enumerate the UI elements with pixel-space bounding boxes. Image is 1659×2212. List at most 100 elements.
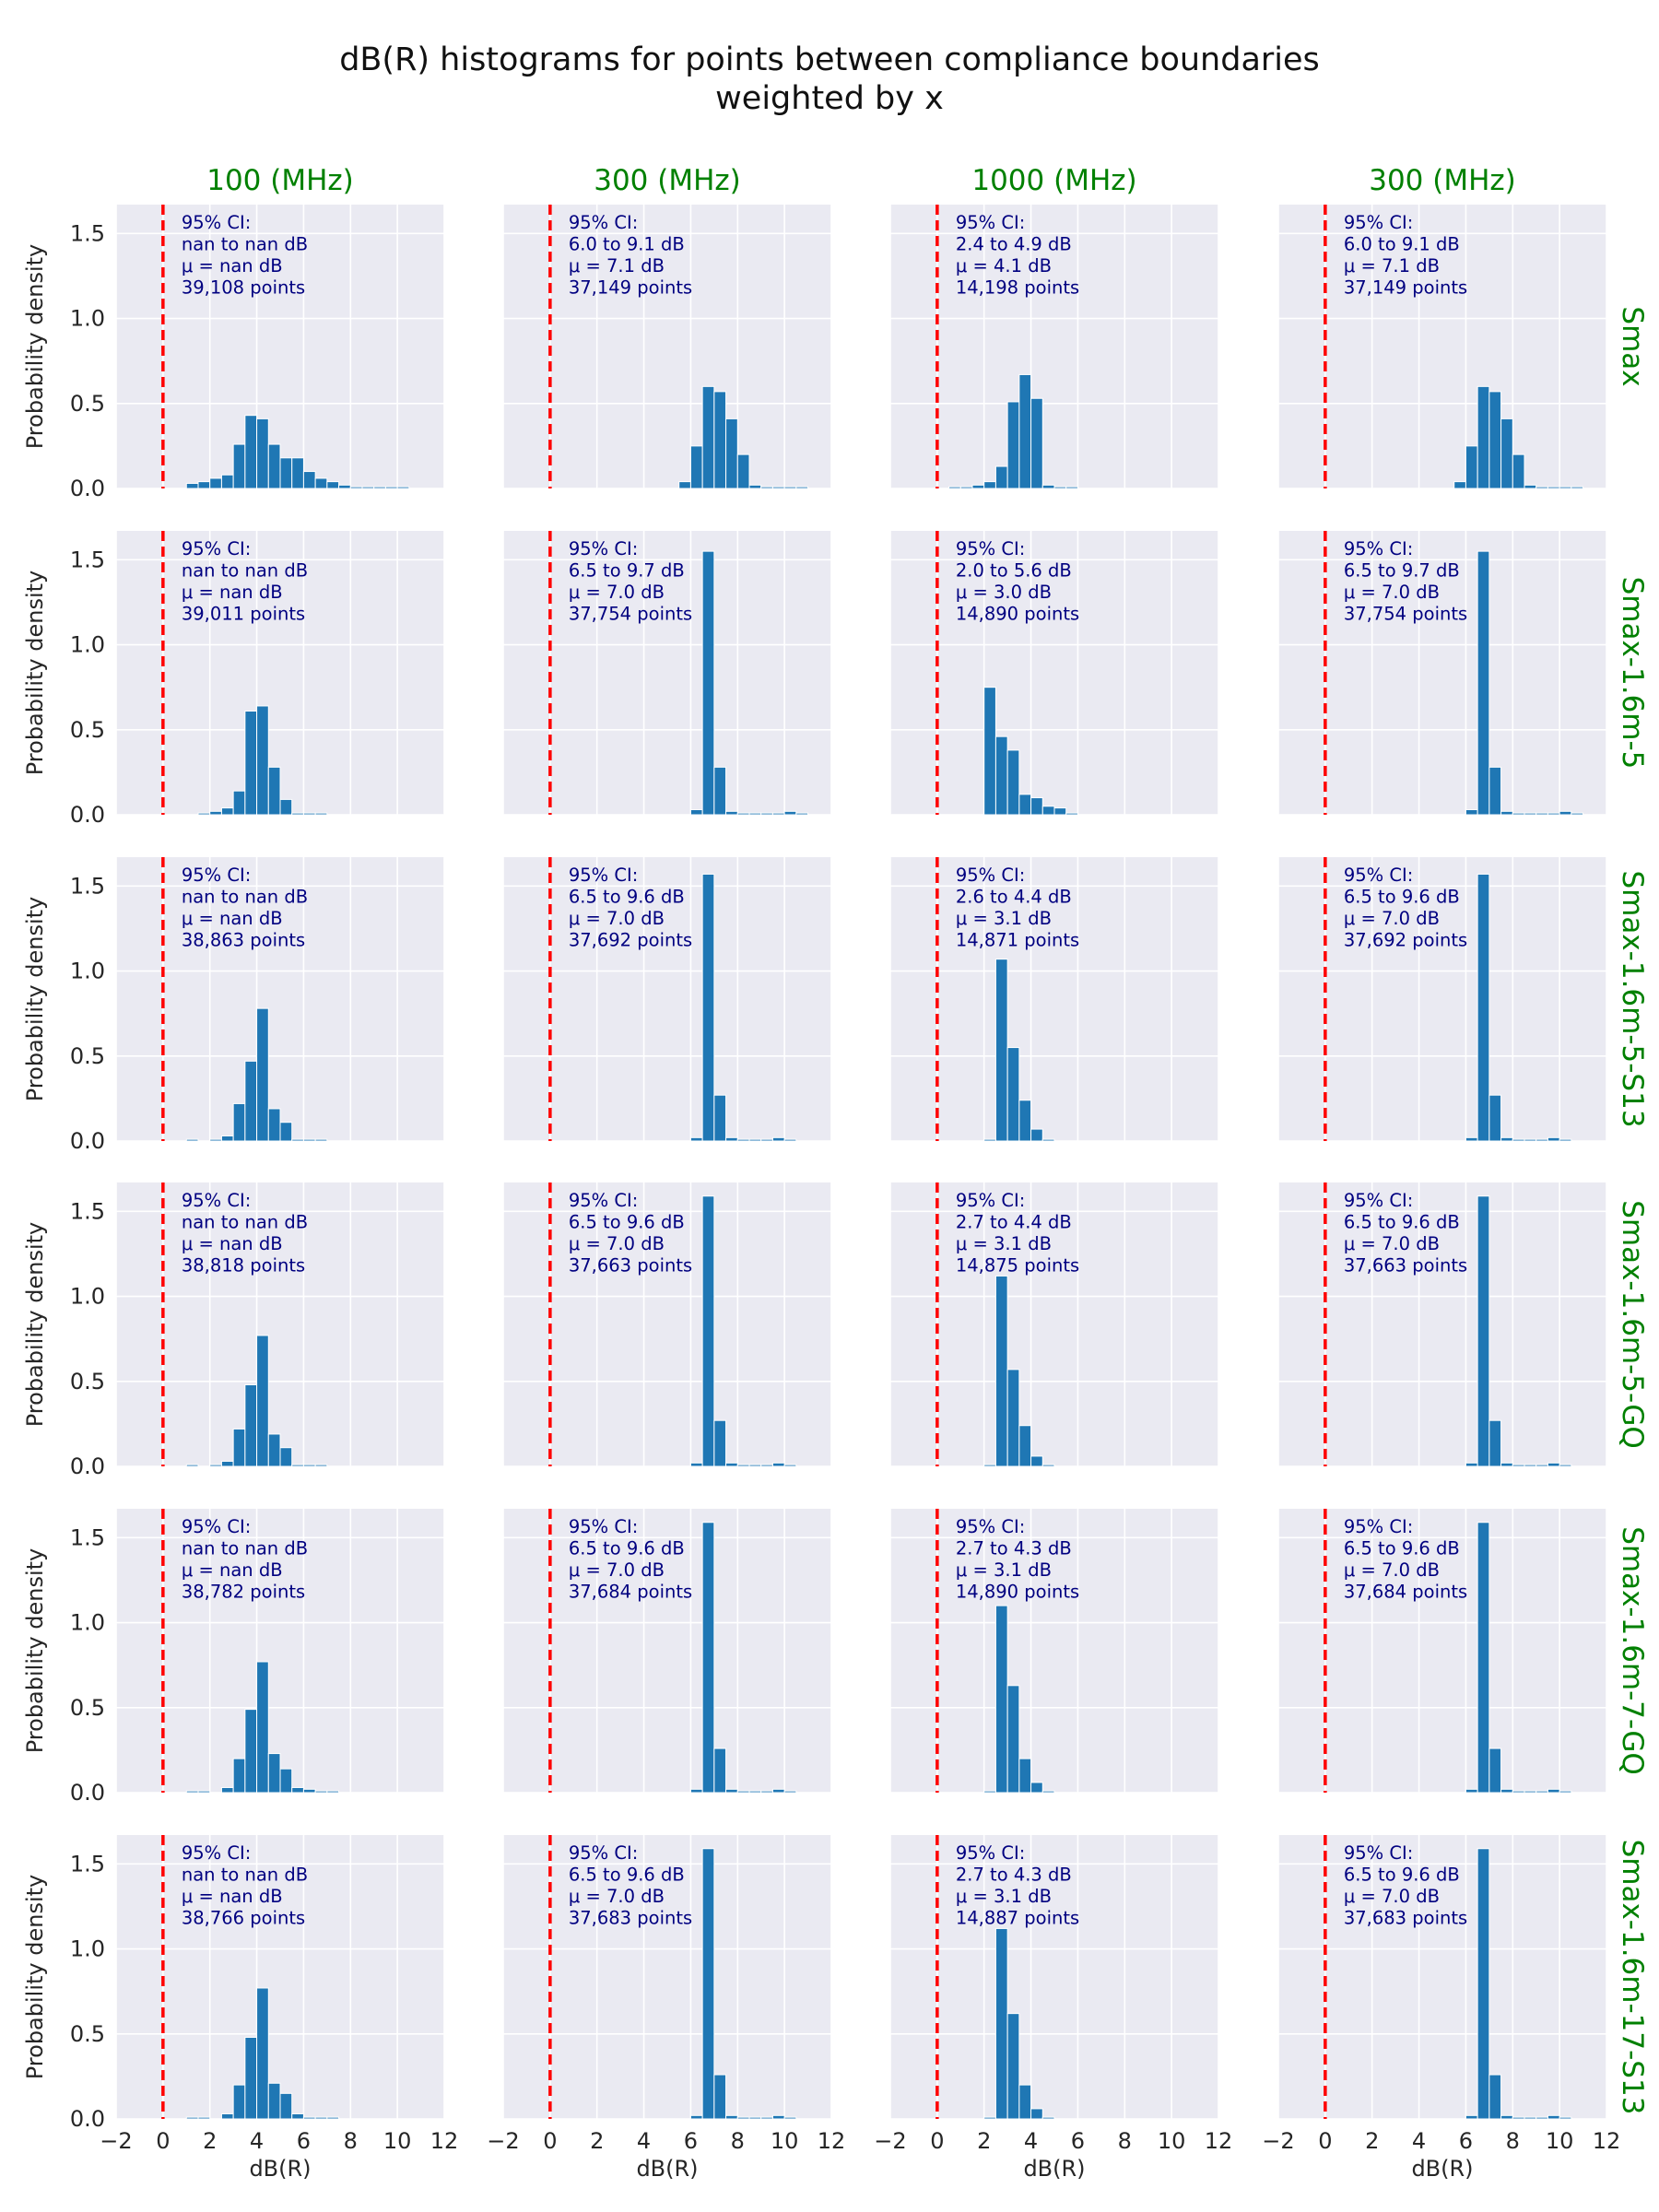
histogram-bar xyxy=(1512,2116,1525,2120)
y-tick-label: 0.5 xyxy=(70,1043,105,1069)
ci-annotation-line: 14,875 points xyxy=(956,1255,1079,1277)
ci-annotation-line: nan to nan dB xyxy=(182,887,308,908)
row-title: Smax-1.6m-7-GQ xyxy=(1616,1526,1649,1775)
y-tick-label: 1.0 xyxy=(70,632,105,658)
plot-background xyxy=(1278,1182,1606,1466)
ci-annotation-line: μ = 7.0 dB xyxy=(569,1559,665,1581)
x-tick-label: 12 xyxy=(1593,2128,1621,2154)
ci-annotation-line: 39,108 points xyxy=(182,277,305,299)
histogram-bar xyxy=(373,486,386,489)
ci-annotation-line: 14,887 points xyxy=(956,1908,1079,1929)
ci-annotation-line: 37,684 points xyxy=(1344,1582,1467,1603)
histogram-bar xyxy=(1500,1462,1513,1467)
histogram-bar xyxy=(291,1786,304,1794)
histogram-bar xyxy=(959,486,973,489)
histogram-bar xyxy=(1065,486,1078,489)
y-tick-label: 0.5 xyxy=(70,1695,105,1721)
ci-annotation-line: 95% CI: xyxy=(182,1190,251,1211)
x-axis-label: dB(R) xyxy=(1023,2156,1085,2182)
histogram-bar xyxy=(1018,1758,1032,1794)
histogram-bar xyxy=(725,1462,738,1467)
histogram-bar xyxy=(994,1275,1008,1467)
histogram-bar xyxy=(713,1419,727,1467)
ci-annotation-line: 38,863 points xyxy=(182,930,305,951)
ci-annotation-line: μ = 7.0 dB xyxy=(1344,1886,1440,1907)
plot-background xyxy=(503,1509,831,1793)
x-tick-label: −2 xyxy=(874,2128,906,2154)
histogram-bar xyxy=(1477,385,1490,489)
histogram-bar xyxy=(244,1060,258,1142)
histogram-bar xyxy=(736,812,750,816)
y-tick-label: 0.0 xyxy=(70,802,105,828)
histogram-bar xyxy=(1512,812,1525,816)
histogram-bar xyxy=(314,2116,328,2120)
histogram-bar xyxy=(209,477,222,489)
y-tick-label: 0.0 xyxy=(70,2106,105,2132)
histogram-bar xyxy=(701,550,715,816)
histogram-bar xyxy=(1041,484,1055,489)
histogram-bar xyxy=(209,1138,222,1142)
histogram-bar xyxy=(948,486,961,489)
histogram-bar xyxy=(1477,1848,1490,2120)
y-tick-label: 0.5 xyxy=(70,1369,105,1394)
x-tick-label: 10 xyxy=(1546,2128,1574,2154)
figure-title-line-1: dB(R) histograms for points between comp… xyxy=(339,41,1320,78)
histogram-bar xyxy=(1030,397,1043,489)
row-title: Smax-1.6m-5-S13 xyxy=(1616,870,1649,1127)
histogram-bar xyxy=(267,443,281,489)
ci-annotation-line: μ = 3.1 dB xyxy=(956,1886,1052,1907)
x-tick-label: 2 xyxy=(1365,2128,1379,2154)
histogram-bar xyxy=(748,484,762,489)
histogram-bar xyxy=(1488,1419,1502,1467)
histogram-bar xyxy=(1477,873,1490,1142)
histogram-bar xyxy=(760,2116,773,2120)
ci-annotation-line: μ = 7.0 dB xyxy=(569,1233,665,1254)
histogram-bar xyxy=(291,457,304,489)
ci-annotation-line: μ = 7.1 dB xyxy=(569,255,665,276)
ci-annotation-line: μ = nan dB xyxy=(182,1559,283,1581)
histogram-bar xyxy=(748,1138,762,1142)
y-tick-label: 0.5 xyxy=(70,391,105,417)
histogram-bar xyxy=(1535,1138,1548,1142)
histogram-bar xyxy=(1512,1138,1525,1142)
histogram-bar xyxy=(1465,445,1478,489)
x-axis-label: dB(R) xyxy=(249,2156,311,2182)
histogram-bar xyxy=(1030,1455,1043,1467)
histogram-bar xyxy=(396,486,410,489)
histogram-bar xyxy=(267,1753,281,1794)
histogram-bar xyxy=(725,810,738,816)
ci-annotation-line: 6.5 to 9.7 dB xyxy=(569,560,685,582)
histogram-bar xyxy=(185,1464,199,1467)
histogram-bar xyxy=(302,2116,316,2120)
histogram-bar xyxy=(983,481,996,489)
histogram-bar xyxy=(197,2116,211,2120)
histogram-bar xyxy=(291,2112,304,2120)
ci-annotation-line: 6.0 to 9.1 dB xyxy=(569,234,685,255)
histogram-bar xyxy=(701,385,715,489)
x-tick-label: 6 xyxy=(1459,2128,1473,2154)
histogram-bar xyxy=(1524,484,1537,489)
histogram-bar xyxy=(725,418,738,489)
histogram-bar xyxy=(267,1433,281,1467)
histogram-bar xyxy=(256,1335,269,1467)
histogram-bar xyxy=(279,2092,293,2120)
y-tick-label: 1.0 xyxy=(70,1284,105,1310)
histogram-bar xyxy=(689,1136,703,1142)
histogram-bar xyxy=(971,484,985,489)
histogram-bar xyxy=(256,1987,269,2120)
ci-annotation-line: 6.5 to 9.6 dB xyxy=(1344,1865,1460,1886)
histogram-bar xyxy=(279,1122,293,1142)
histogram-bar xyxy=(326,1790,340,1794)
histogram-bar xyxy=(760,1464,773,1467)
x-tick-label: 10 xyxy=(1158,2128,1186,2154)
x-tick-label: 4 xyxy=(1024,2128,1038,2154)
histogram-bar xyxy=(1559,2116,1572,2120)
histogram-bar xyxy=(783,810,797,816)
histogram-bar xyxy=(736,1138,750,1142)
